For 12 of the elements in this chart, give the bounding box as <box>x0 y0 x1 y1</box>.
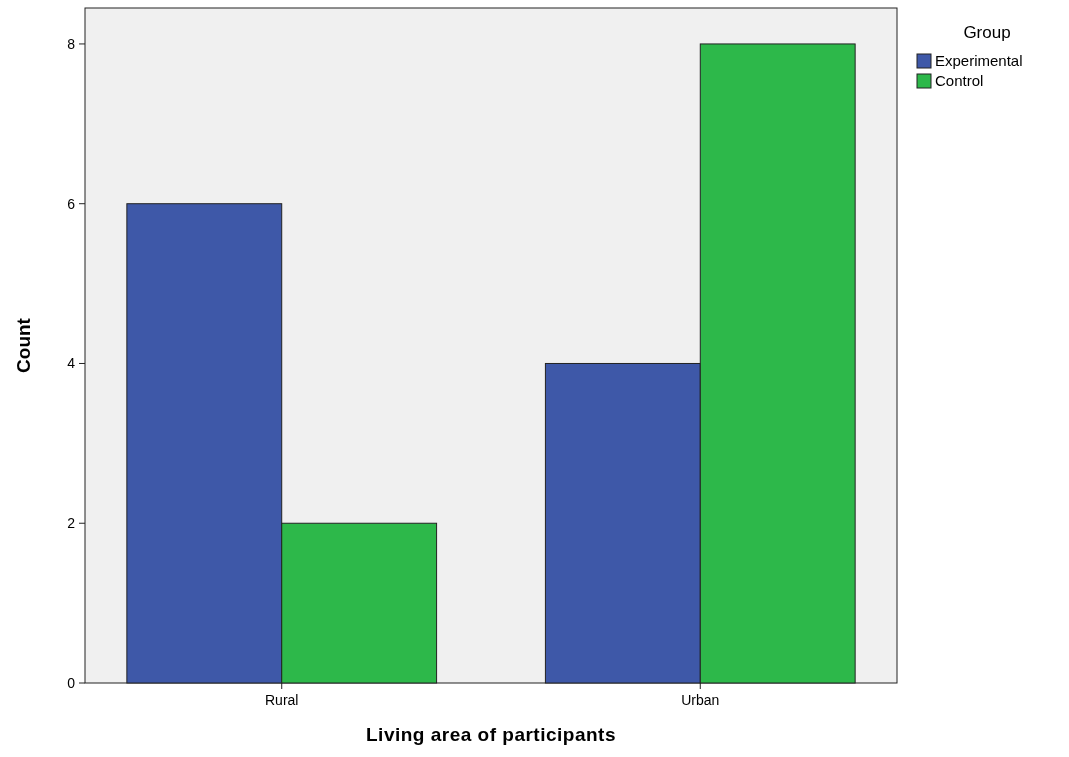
legend-label: Control <box>935 72 984 90</box>
y-tick-label: 6 <box>67 195 76 212</box>
legend-label: Experimental <box>935 52 1023 70</box>
y-tick-label: 0 <box>67 674 76 691</box>
x-axis-title: Living area of participants <box>366 724 616 745</box>
y-tick-label: 2 <box>67 515 76 532</box>
y-tick-label: 8 <box>67 35 76 52</box>
y-tick-label: 4 <box>67 355 76 372</box>
x-tick-label: Urban <box>681 692 720 708</box>
legend-title: Group <box>963 23 1011 42</box>
y-axis-title: Count <box>13 317 34 373</box>
x-tick-label: Rural <box>264 692 299 708</box>
